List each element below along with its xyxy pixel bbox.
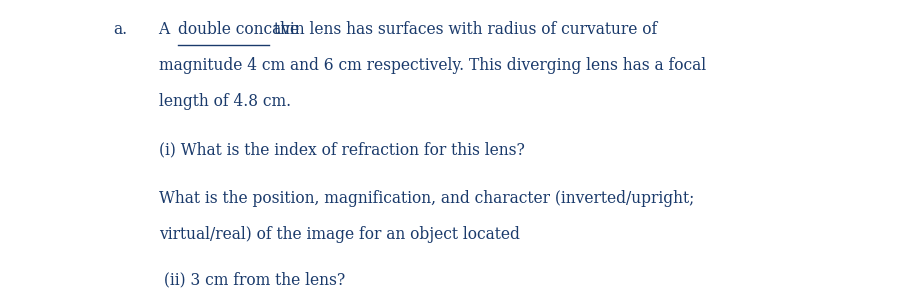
Text: virtual/real) of the image for an object located: virtual/real) of the image for an object… (159, 226, 519, 243)
Text: A: A (159, 21, 175, 38)
Text: (i) What is the index of refraction for this lens?: (i) What is the index of refraction for … (159, 142, 525, 159)
Text: magnitude 4 cm and 6 cm respectively. This diverging lens has a focal: magnitude 4 cm and 6 cm respectively. Th… (159, 57, 706, 74)
Text: (ii) 3 cm from the lens?: (ii) 3 cm from the lens? (159, 271, 345, 288)
Text: length of 4.8 cm.: length of 4.8 cm. (159, 93, 291, 110)
Text: thin lens has surfaces with radius of curvature of: thin lens has surfaces with radius of cu… (269, 21, 658, 38)
Text: double concave: double concave (178, 21, 299, 38)
Text: What is the position, magnification, and character (inverted/upright;: What is the position, magnification, and… (159, 190, 694, 207)
Text: a.: a. (113, 21, 128, 38)
